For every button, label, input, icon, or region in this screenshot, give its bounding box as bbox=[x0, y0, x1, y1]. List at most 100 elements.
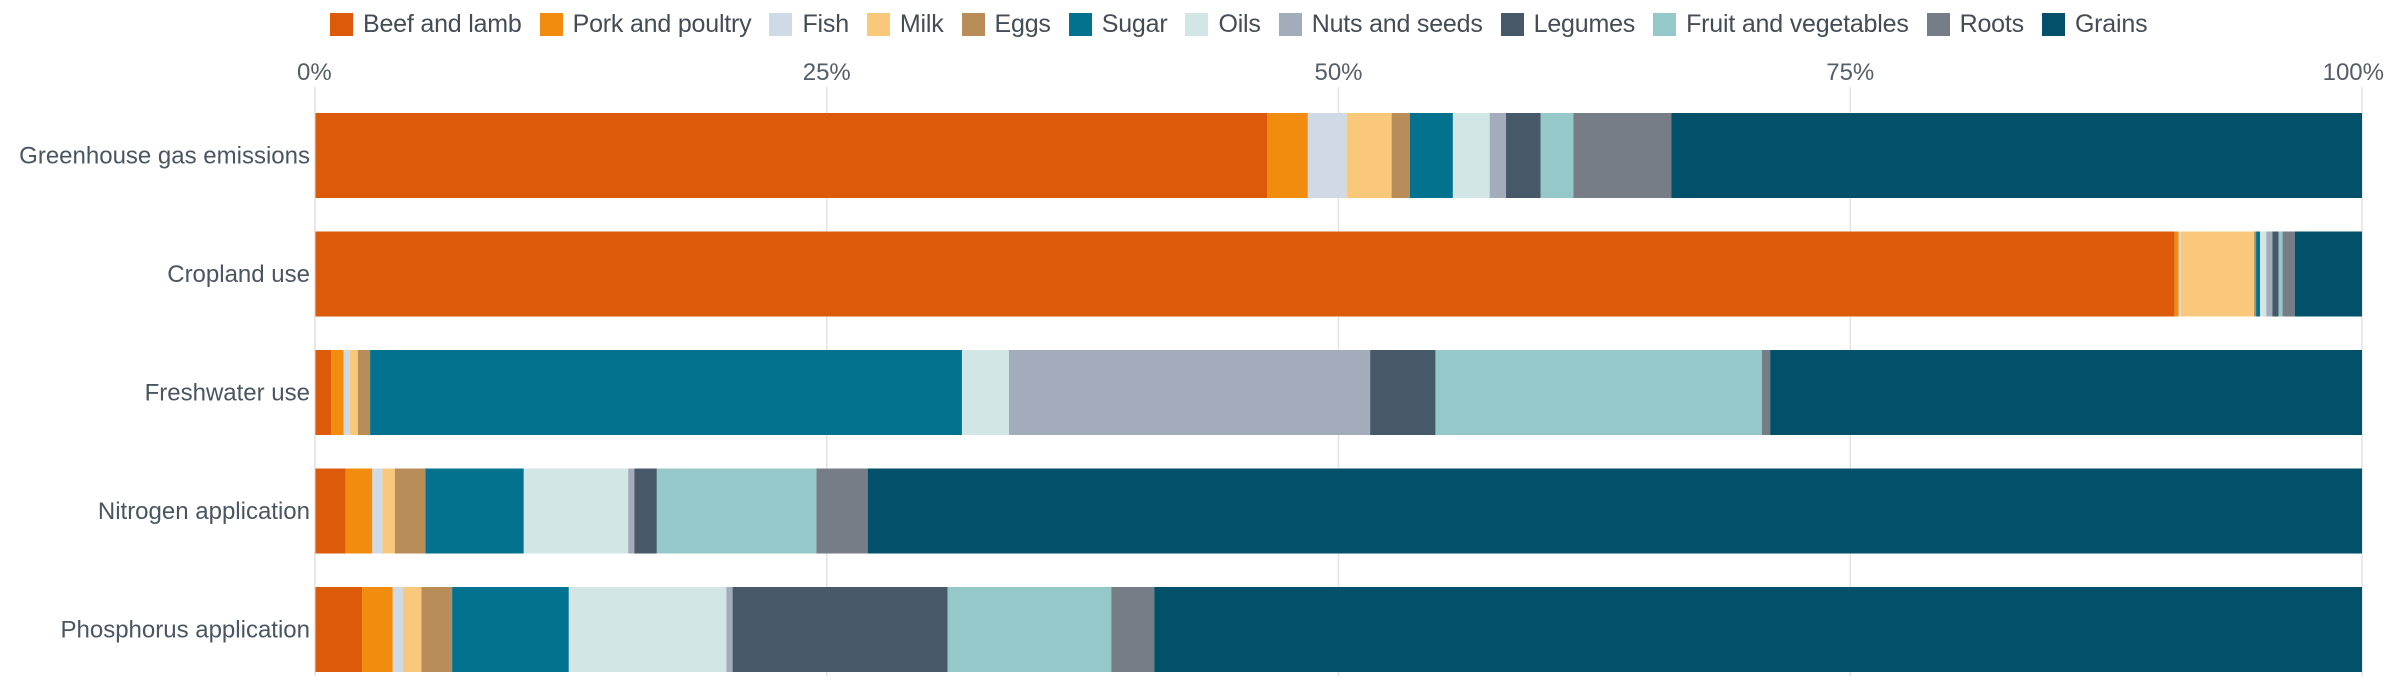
bar-segment-grains[interactable] bbox=[867, 468, 2363, 554]
bar-segment-legumes[interactable] bbox=[1506, 113, 1541, 198]
legend-item-legumes[interactable]: Legumes bbox=[1500, 10, 1635, 39]
bar-segment-grains[interactable] bbox=[2294, 231, 2362, 317]
legend-item-grains[interactable]: Grains bbox=[2041, 9, 2148, 39]
bar-segment-oils[interactable] bbox=[2260, 231, 2267, 317]
bar-segment-oils[interactable] bbox=[523, 468, 629, 554]
bar-segment-legumes[interactable] bbox=[2272, 231, 2279, 317]
bar-segment-sugar[interactable] bbox=[370, 350, 962, 435]
legend-item-oils[interactable]: Oils bbox=[1185, 9, 1261, 39]
bar-segment-grains[interactable] bbox=[1770, 350, 2362, 435]
legend-swatch bbox=[1278, 12, 1302, 36]
legend-item-pork-and-poultry[interactable]: Pork and poultry bbox=[539, 10, 752, 39]
bar-segment-oils[interactable] bbox=[568, 587, 727, 672]
bar-segment-beef-and-lamb[interactable] bbox=[315, 350, 332, 435]
bar-row-nitrogen-application bbox=[315, 468, 2363, 554]
bar-segment-sugar[interactable] bbox=[2256, 231, 2261, 317]
bar-row-greenhouse-gas-emissions bbox=[315, 113, 2362, 198]
legend-item-sugar[interactable]: Sugar bbox=[1068, 10, 1168, 39]
bar-segment-pork-and-poultry[interactable] bbox=[362, 587, 393, 672]
bar-segment-eggs[interactable] bbox=[1391, 113, 1411, 198]
bar-segment-oils[interactable] bbox=[961, 350, 1009, 435]
bar-segment-fruit-and-vegetables[interactable] bbox=[2278, 231, 2283, 317]
bar-segment-roots[interactable] bbox=[1111, 587, 1155, 672]
bar-segment-nuts-and-seeds[interactable] bbox=[1489, 113, 1507, 198]
bar-segment-eggs[interactable] bbox=[421, 587, 453, 672]
bar-segment-nuts-and-seeds[interactable] bbox=[2266, 231, 2273, 317]
bar-segment-roots[interactable] bbox=[1573, 113, 1672, 198]
legend-item-nuts-and-seeds[interactable]: Nuts and seeds bbox=[1278, 9, 1483, 39]
bar-segment-beef-and-lamb[interactable] bbox=[315, 468, 346, 554]
bar-segment-milk[interactable] bbox=[403, 587, 422, 672]
legend-swatch bbox=[1500, 12, 1524, 36]
bar-segment-milk[interactable] bbox=[1346, 113, 1392, 198]
bar-row-phosphorus-application bbox=[315, 587, 2362, 672]
bar-segment-grains[interactable] bbox=[1154, 587, 2362, 672]
legend-swatch bbox=[961, 12, 985, 36]
bar-segment-fruit-and-vegetables[interactable] bbox=[947, 587, 1112, 672]
bar-segment-fish[interactable] bbox=[1307, 113, 1347, 198]
bar-segment-eggs[interactable] bbox=[394, 468, 426, 554]
legend-item-eggs[interactable]: Eggs bbox=[961, 10, 1051, 39]
legend: Beef and lamb Pork and poultry Fish Milk Egg… bbox=[330, 8, 2165, 40]
bar-row-freshwater-use bbox=[315, 350, 2362, 435]
legend-item-roots[interactable]: Roots bbox=[1926, 10, 2024, 39]
legend-item-milk[interactable]: Milk bbox=[866, 9, 944, 39]
bar-segment-sugar[interactable] bbox=[452, 587, 569, 672]
bar-segment-nuts-and-seeds[interactable] bbox=[726, 587, 733, 672]
bar-segment-sugar[interactable] bbox=[425, 468, 524, 554]
bar-segment-roots[interactable] bbox=[816, 468, 868, 554]
bar-segment-fruit-and-vegetables[interactable] bbox=[1435, 350, 1762, 435]
bar-segment-roots[interactable] bbox=[2282, 231, 2295, 317]
bar-segment-nuts-and-seeds[interactable] bbox=[628, 468, 635, 554]
category-label: Phosphorus application bbox=[60, 617, 310, 644]
legend-label: Fish bbox=[802, 9, 849, 38]
bar-segment-sugar[interactable] bbox=[1410, 113, 1453, 198]
x-tick-label: 0% bbox=[297, 59, 332, 86]
bar-segment-pork-and-poultry[interactable] bbox=[2174, 231, 2179, 317]
legend-swatch bbox=[2041, 12, 2065, 36]
bar-segment-milk[interactable] bbox=[2180, 231, 2255, 317]
bar-segment-fish[interactable] bbox=[392, 587, 404, 672]
legend-item-fish[interactable]: Fish bbox=[769, 9, 849, 39]
legend-label: Milk bbox=[899, 9, 944, 38]
bar-segment-eggs[interactable] bbox=[357, 350, 371, 435]
legend-swatch bbox=[1653, 12, 1677, 36]
bar-segment-fish[interactable] bbox=[372, 468, 383, 554]
bar-segment-legumes[interactable] bbox=[634, 468, 657, 554]
legend-swatch bbox=[866, 12, 890, 36]
category-label: Cropland use bbox=[167, 261, 310, 288]
legend-label: Grains bbox=[2074, 9, 2148, 38]
legend-item-beef-and-lamb[interactable]: Beef and lamb bbox=[330, 10, 522, 39]
bar-segment-oils[interactable] bbox=[1452, 113, 1490, 198]
legend-label: Fruit and vegetables bbox=[1686, 9, 1909, 38]
bar-segment-milk[interactable] bbox=[382, 468, 395, 554]
category-label: Freshwater use bbox=[145, 380, 310, 407]
bar-segment-beef-and-lamb[interactable] bbox=[315, 587, 363, 672]
bar-segment-fruit-and-vegetables[interactable] bbox=[1540, 113, 1574, 198]
x-tick-label: 25% bbox=[803, 59, 851, 86]
legend-swatch bbox=[1926, 12, 1950, 36]
category-label: Greenhouse gas emissions bbox=[19, 143, 310, 170]
bar-segment-fish[interactable] bbox=[2178, 231, 2181, 317]
bar-segment-grains[interactable] bbox=[1671, 113, 2362, 198]
bar-segment-fish[interactable] bbox=[343, 350, 350, 435]
legend-label: Nuts and seeds bbox=[1311, 9, 1483, 38]
bar-segment-milk[interactable] bbox=[349, 350, 358, 435]
bar-row-cropland-use bbox=[315, 231, 2362, 317]
bar-segment-fruit-and-vegetables[interactable] bbox=[656, 468, 817, 554]
bar-segment-eggs[interactable] bbox=[2254, 231, 2257, 317]
legend-swatch bbox=[1068, 12, 1092, 36]
bar-segment-pork-and-poultry[interactable] bbox=[1266, 113, 1308, 198]
bar-segment-pork-and-poultry[interactable] bbox=[345, 468, 373, 554]
bar-segment-legumes[interactable] bbox=[1370, 350, 1436, 435]
legend-item-fruit-and-vegetables[interactable]: Fruit and vegetables bbox=[1653, 10, 1909, 39]
bar-segment-nuts-and-seeds[interactable] bbox=[1008, 350, 1371, 435]
legend-label: Oils bbox=[1218, 9, 1261, 38]
bar-segment-beef-and-lamb[interactable] bbox=[315, 113, 1267, 198]
bar-segment-roots[interactable] bbox=[1761, 350, 1771, 435]
bar-segment-beef-and-lamb[interactable] bbox=[315, 231, 2175, 317]
bar-segment-legumes[interactable] bbox=[732, 587, 948, 672]
bar-segment-pork-and-poultry[interactable] bbox=[331, 350, 344, 435]
legend-swatch bbox=[330, 12, 353, 36]
